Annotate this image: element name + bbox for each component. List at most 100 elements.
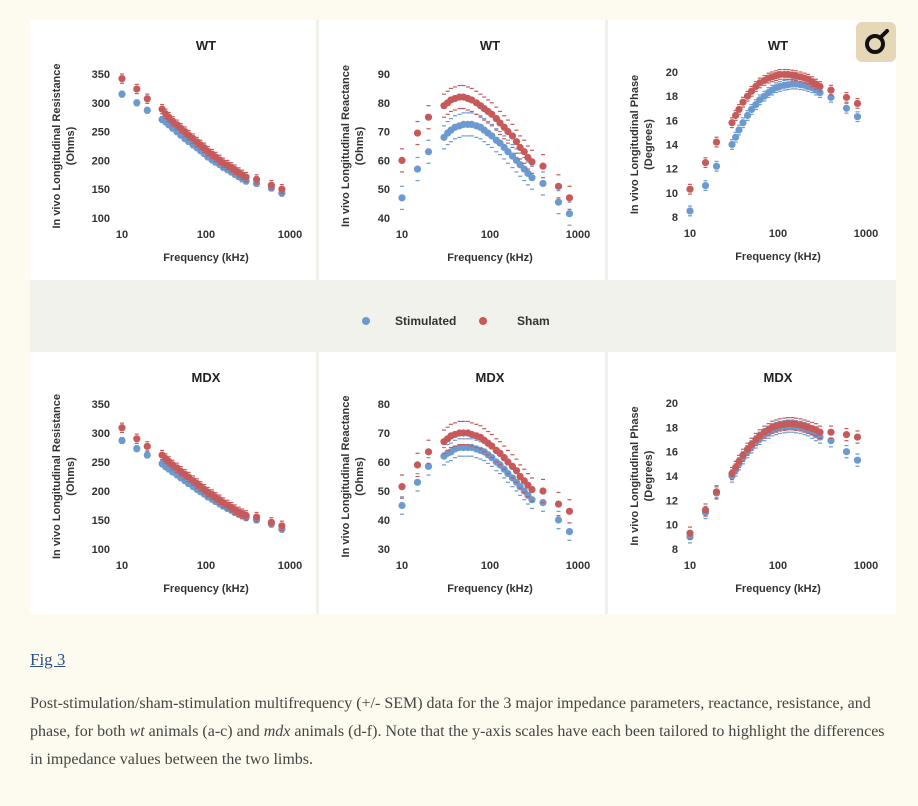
caption-text-2: animals (a-c) and bbox=[144, 723, 264, 740]
data-point bbox=[488, 132, 496, 140]
y-tick-label: 80 bbox=[378, 98, 390, 110]
data-point bbox=[554, 198, 563, 206]
y-tick-label: 200 bbox=[92, 486, 110, 498]
data-point bbox=[853, 433, 862, 441]
x-tick-label: 1000 bbox=[854, 228, 878, 240]
data-point bbox=[747, 87, 756, 95]
data-point bbox=[686, 529, 694, 537]
data-point bbox=[686, 207, 694, 215]
chart-panel-1: WT 100 150 200 250 300 350 10 100 1000 Frequency (… bbox=[30, 20, 316, 280]
data-point bbox=[853, 456, 862, 464]
data-point bbox=[398, 483, 406, 491]
data-point bbox=[133, 99, 141, 107]
data-point bbox=[853, 113, 862, 121]
figure-link[interactable]: Fig 3 bbox=[30, 650, 66, 669]
x-axis-label: Frequency (kHz) bbox=[163, 252, 249, 264]
y-tick-label: 20 bbox=[666, 398, 678, 410]
data-point bbox=[732, 133, 740, 141]
y-tick-label: 20 bbox=[666, 67, 678, 79]
y-tick-label: 30 bbox=[378, 544, 390, 556]
y-axis-label: In vivo Longitudinal Resistance (Ohms) bbox=[51, 63, 77, 228]
y-tick-label: 80 bbox=[378, 399, 390, 411]
data-point bbox=[252, 513, 261, 521]
y-axis-label: In vivo Longitudinal Phase (Degrees) bbox=[629, 75, 655, 214]
series-sham bbox=[118, 422, 286, 532]
x-tick-label: 10 bbox=[396, 560, 408, 572]
data-point bbox=[827, 428, 835, 436]
data-point bbox=[712, 138, 721, 146]
data-point bbox=[739, 451, 747, 459]
y-tick-label: 300 bbox=[92, 428, 110, 440]
data-point bbox=[488, 110, 496, 118]
data-point bbox=[413, 461, 422, 469]
y-tick-label: 300 bbox=[92, 98, 110, 110]
data-point bbox=[735, 105, 743, 114]
y-tick-label: 10 bbox=[666, 520, 678, 532]
y-tick-label: 16 bbox=[666, 447, 678, 459]
x-tick-label: 100 bbox=[197, 229, 215, 241]
x-tick-label: 1000 bbox=[278, 229, 302, 241]
chart-panel-5: MDX 30 40 50 60 70 80 10 100 1000 Frequency (kHz) I… bbox=[319, 352, 605, 614]
caption-text-1: Post-stimulation/sham-stimulation multif… bbox=[30, 695, 871, 740]
y-tick-label: 90 bbox=[378, 69, 390, 81]
y-tick-label: 16 bbox=[666, 115, 678, 127]
x-axis-label: Frequency (kHz) bbox=[735, 583, 821, 595]
legend-marker-sham bbox=[479, 317, 487, 325]
legend-label-sham: Sham bbox=[517, 314, 550, 328]
y-tick-label: 50 bbox=[378, 184, 390, 196]
data-point bbox=[743, 111, 752, 120]
data-point bbox=[424, 448, 433, 456]
data-point bbox=[701, 181, 710, 190]
y-axis-label: In vivo Longitudinal Reactance (Ohms) bbox=[340, 396, 366, 558]
data-point bbox=[565, 194, 574, 202]
zoom-badge[interactable] bbox=[856, 22, 896, 62]
y-tick-label: 350 bbox=[92, 399, 110, 411]
data-point bbox=[504, 148, 512, 156]
data-point bbox=[133, 435, 141, 443]
data-point bbox=[701, 159, 710, 167]
x-tick-label: 1000 bbox=[854, 560, 878, 572]
data-point bbox=[118, 90, 126, 98]
x-tick-label: 10 bbox=[684, 560, 696, 572]
x-axis-label: Frequency (kHz) bbox=[163, 583, 249, 595]
y-tick-label: 60 bbox=[378, 155, 390, 167]
data-point bbox=[565, 528, 574, 536]
x-axis-label: Frequency (kHz) bbox=[735, 251, 821, 263]
series-sham bbox=[686, 417, 862, 540]
panel-title: WT bbox=[768, 38, 788, 53]
data-point bbox=[842, 448, 851, 456]
y-tick-label: 150 bbox=[92, 515, 110, 527]
data-point bbox=[143, 95, 151, 103]
y-tick-label: 40 bbox=[378, 213, 390, 225]
chart-panel-4: MDX 100 150 200 250 300 350 10 100 1000 Frequency … bbox=[30, 352, 316, 614]
panel-title: WT bbox=[480, 38, 500, 53]
caption-text-3: animals (d-f). Note that the y-axis scal… bbox=[30, 723, 885, 768]
data-point bbox=[424, 462, 433, 470]
data-point bbox=[398, 501, 406, 510]
x-tick-label: 100 bbox=[481, 229, 499, 241]
data-point bbox=[728, 119, 736, 127]
data-point bbox=[743, 445, 752, 453]
x-axis-label: Frequency (kHz) bbox=[447, 252, 533, 264]
data-point bbox=[278, 522, 286, 530]
y-tick-label: 18 bbox=[666, 422, 678, 434]
caption-mdx: mdx bbox=[263, 723, 291, 740]
panel-title: MDX bbox=[192, 370, 221, 385]
chart-panel-6: MDX 8 10 12 14 16 18 20 10 100 1000 Frequency (kHz)… bbox=[608, 352, 896, 614]
x-tick-label: 10 bbox=[396, 229, 408, 241]
data-point bbox=[143, 106, 151, 114]
data-point bbox=[398, 156, 406, 164]
data-point bbox=[732, 111, 740, 120]
y-tick-label: 50 bbox=[378, 486, 390, 498]
legend-label-stimulated: Stimulated bbox=[395, 314, 456, 328]
legend: Stimulated Sham bbox=[362, 314, 550, 328]
panel-title: MDX bbox=[476, 370, 505, 385]
y-tick-label: 200 bbox=[92, 155, 110, 167]
chart-panel-2: WT 40 50 60 70 80 90 10 100 1000 Frequency (kHz) In… bbox=[319, 20, 605, 280]
data-point bbox=[539, 162, 547, 170]
data-point bbox=[747, 440, 756, 448]
panel-background bbox=[30, 20, 316, 280]
data-point bbox=[827, 93, 835, 101]
panel-title: MDX bbox=[764, 370, 793, 385]
y-tick-label: 250 bbox=[92, 127, 110, 139]
